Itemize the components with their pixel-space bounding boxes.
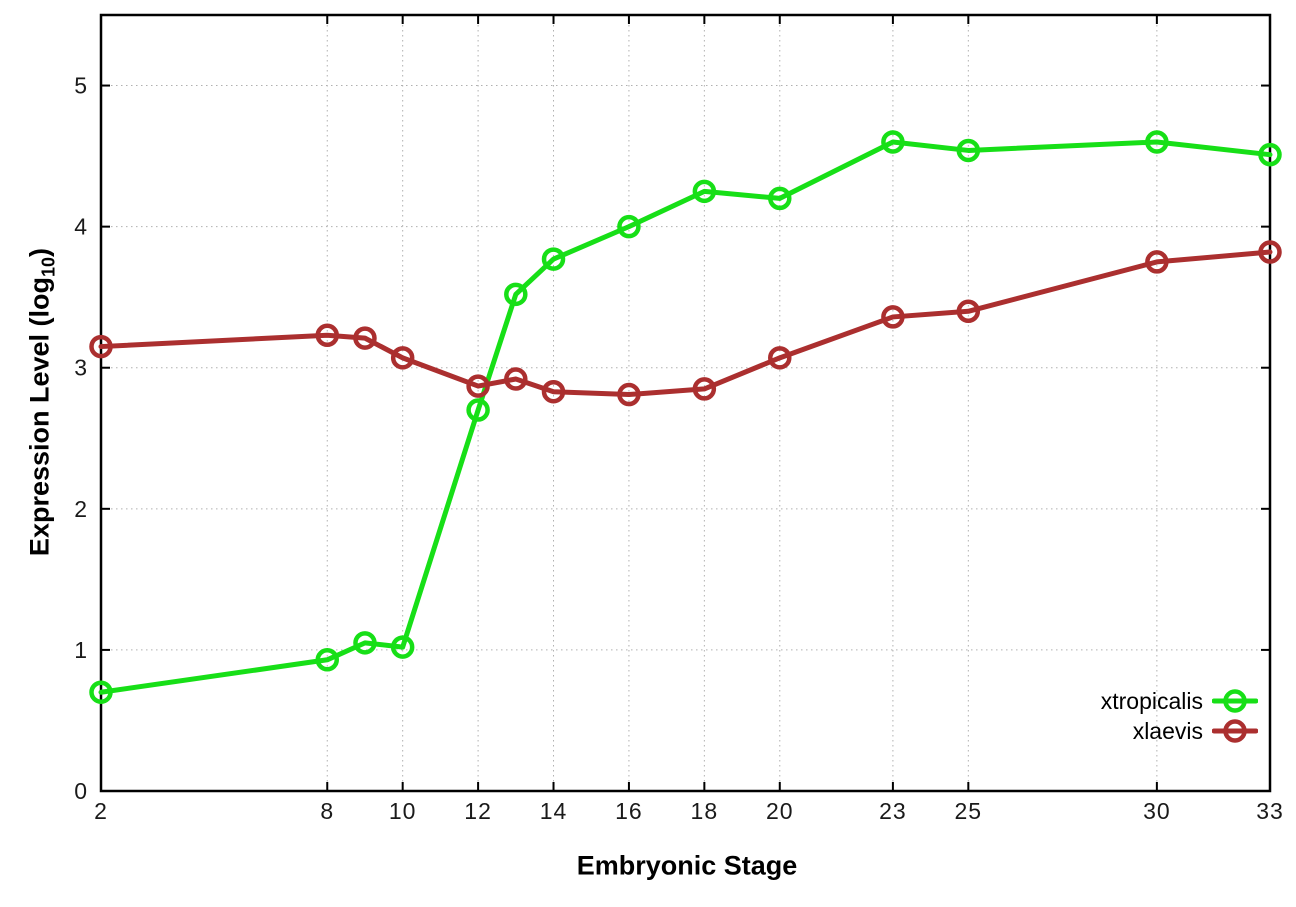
y-tick-label: 3: [74, 355, 88, 381]
legend-marker-xlaevis: [1212, 719, 1258, 743]
data-point-xtropicalis: [353, 631, 377, 655]
data-point-xtropicalis: [956, 138, 981, 163]
data-point-xtropicalis: [390, 635, 415, 659]
legend: xtropicalis xlaevis: [1101, 687, 1258, 745]
legend-item-xlaevis: xlaevis: [1133, 717, 1258, 745]
data-point-xtropicalis: [692, 179, 717, 204]
legend-item-xtropicalis: xtropicalis: [1101, 687, 1258, 715]
data-point-xtropicalis: [315, 648, 340, 672]
y-axis-title-close: ): [24, 247, 55, 257]
data-point-xtropicalis: [1145, 130, 1169, 154]
data-point-xlaevis: [1145, 250, 1169, 274]
y-tick-label: 2: [74, 496, 88, 522]
x-tick-label: 23: [879, 798, 907, 824]
data-point-xlaevis: [617, 382, 641, 407]
x-axis-title: Embryonic Stage: [576, 850, 798, 881]
data-point-xlaevis: [541, 379, 566, 404]
y-axis-title-main: Expression Level (log: [24, 276, 55, 557]
data-point-xlaevis: [1258, 240, 1282, 264]
y-axis-title: Expression Level (log10): [25, 248, 60, 556]
x-tick-label: 8: [320, 798, 334, 824]
y-tick-label: 4: [74, 214, 88, 240]
series-line-xlaevis: [98, 249, 1273, 398]
legend-marker-xtropicalis: [1212, 689, 1258, 713]
series-line-xtropicalis: [98, 139, 1273, 695]
y-axis-title-subscript: 10: [38, 256, 59, 277]
legend-label-xlaevis: xlaevis: [1132, 718, 1203, 744]
x-tick-label: 16: [615, 798, 643, 824]
x-tick-label: 10: [389, 798, 417, 824]
x-tick-label: 2: [94, 798, 108, 824]
data-point-xlaevis: [353, 326, 377, 350]
x-tick-label: 25: [955, 798, 983, 824]
data-point-xlaevis: [692, 377, 717, 401]
y-tick-label: 0: [74, 778, 88, 804]
x-tick-label: 33: [1256, 798, 1284, 824]
data-point-xtropicalis: [541, 247, 566, 271]
data-point-xtropicalis: [504, 282, 528, 307]
data-point-xlaevis: [315, 323, 340, 348]
x-tick-label: 30: [1143, 798, 1171, 824]
data-point-xlaevis: [504, 367, 528, 391]
x-tick-label: 18: [691, 798, 719, 824]
data-point-xtropicalis: [881, 130, 905, 154]
data-point-xtropicalis: [466, 398, 490, 422]
data-point-xlaevis: [89, 334, 113, 359]
x-tick-label: 20: [766, 798, 794, 824]
data-point-xtropicalis: [768, 186, 792, 211]
data-point-xtropicalis: [617, 214, 641, 239]
data-point-xlaevis: [466, 374, 490, 398]
y-tick-label: 1: [74, 637, 88, 663]
data-point-xtropicalis: [1258, 142, 1282, 167]
data-point-xlaevis: [768, 346, 792, 370]
x-tick-label: 12: [464, 798, 492, 824]
y-tick-label: 5: [74, 73, 88, 99]
data-point-xlaevis: [390, 346, 415, 370]
data-point-xlaevis: [881, 305, 905, 329]
x-tick-label: 14: [540, 798, 568, 824]
legend-label-xtropicalis: xtropicalis: [1100, 688, 1203, 714]
data-point-xtropicalis: [89, 680, 113, 704]
data-point-xlaevis: [956, 299, 981, 324]
